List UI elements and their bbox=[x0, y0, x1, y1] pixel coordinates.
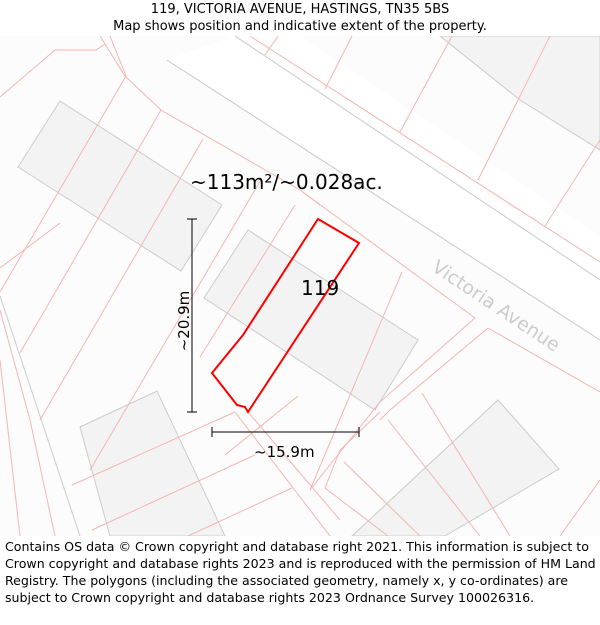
building-footprints bbox=[17, 36, 600, 536]
map-subtitle: Map shows position and indicative extent… bbox=[113, 19, 487, 34]
width-dimension-label: ~15.9m bbox=[254, 443, 315, 461]
plot-number-label: 119 bbox=[301, 276, 340, 300]
property-map[interactable]: ~113m²/~0.028ac. 119 ~15.9m ~20.9m Victo… bbox=[0, 36, 600, 536]
map-header: 119, VICTORIA AVENUE, HASTINGS, TN35 5BS… bbox=[0, 0, 600, 37]
victoria-avenue-road bbox=[0, 36, 600, 536]
horizontal-dimension-bar bbox=[211, 427, 360, 437]
parcel-boundaries bbox=[0, 36, 600, 536]
vertical-dimension-bar bbox=[187, 218, 197, 413]
height-dimension-label: ~20.9m bbox=[175, 290, 193, 352]
property-boundary[interactable] bbox=[210, 217, 361, 414]
area-label: ~113m²/~0.028ac. bbox=[190, 170, 383, 194]
copyright-notice: Contains OS data © Crown copyright and d… bbox=[5, 539, 596, 605]
property-address-title: 119, VICTORIA AVENUE, HASTINGS, TN35 5BS bbox=[150, 2, 450, 17]
